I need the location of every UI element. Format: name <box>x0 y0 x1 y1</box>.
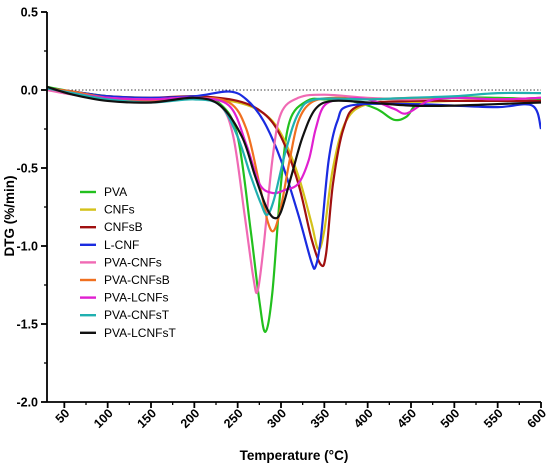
legend-label: CNFsB <box>104 220 143 234</box>
x-tick-label: 550 <box>481 406 506 431</box>
y-tick-label: 0.5 <box>21 6 38 20</box>
x-tick-label: 350 <box>308 406 333 431</box>
y-tick-label: 0.0 <box>21 84 38 98</box>
x-tick-label: 400 <box>351 406 376 431</box>
x-tick-label: 100 <box>91 406 116 431</box>
legend-label: CNFs <box>104 203 135 217</box>
x-tick-label: 300 <box>264 406 289 431</box>
x-tick-label: 600 <box>524 406 549 431</box>
y-axis-title: DTG (%/min) <box>2 176 17 257</box>
legend-label: PVA-LCNFs <box>104 291 168 305</box>
y-tick-label: -0.5 <box>16 162 38 176</box>
x-tick-label: 450 <box>394 406 419 431</box>
axes: 0.5 0.0 -0.5 -1.0 -1.5 -2.0 50 100 150 200 250 300 3… <box>16 6 549 431</box>
x-tick-label: 50 <box>53 406 73 426</box>
series-line-pva-lcnfst <box>47 85 541 220</box>
legend-label: PVA-CNFsT <box>104 308 170 322</box>
x-tick-label: 250 <box>221 406 246 431</box>
x-tick-label: 150 <box>134 406 159 431</box>
series-line-pva-lcnfs <box>47 87 541 195</box>
x-tick-label: 200 <box>178 406 203 431</box>
y-tick-label: -1.0 <box>16 240 38 254</box>
legend-label: L-CNF <box>104 238 139 252</box>
legend-label: PVA-CNFs <box>104 255 162 269</box>
x-axis-title: Temperature (°C) <box>240 448 349 463</box>
legend-label: PVA <box>104 185 127 199</box>
x-tick-label: 500 <box>438 406 463 431</box>
legend-label: PVA-LCNFsT <box>104 326 176 340</box>
y-tick-label: -1.5 <box>16 318 38 332</box>
y-tick-label: -2.0 <box>16 396 38 410</box>
legend-label: PVA-CNFsB <box>104 273 170 287</box>
legend: PVA CNFs CNFsB L-CNF PVA-CNFs PVA-CNFsB PVA-LC… <box>80 185 176 340</box>
plot-area <box>47 85 541 333</box>
